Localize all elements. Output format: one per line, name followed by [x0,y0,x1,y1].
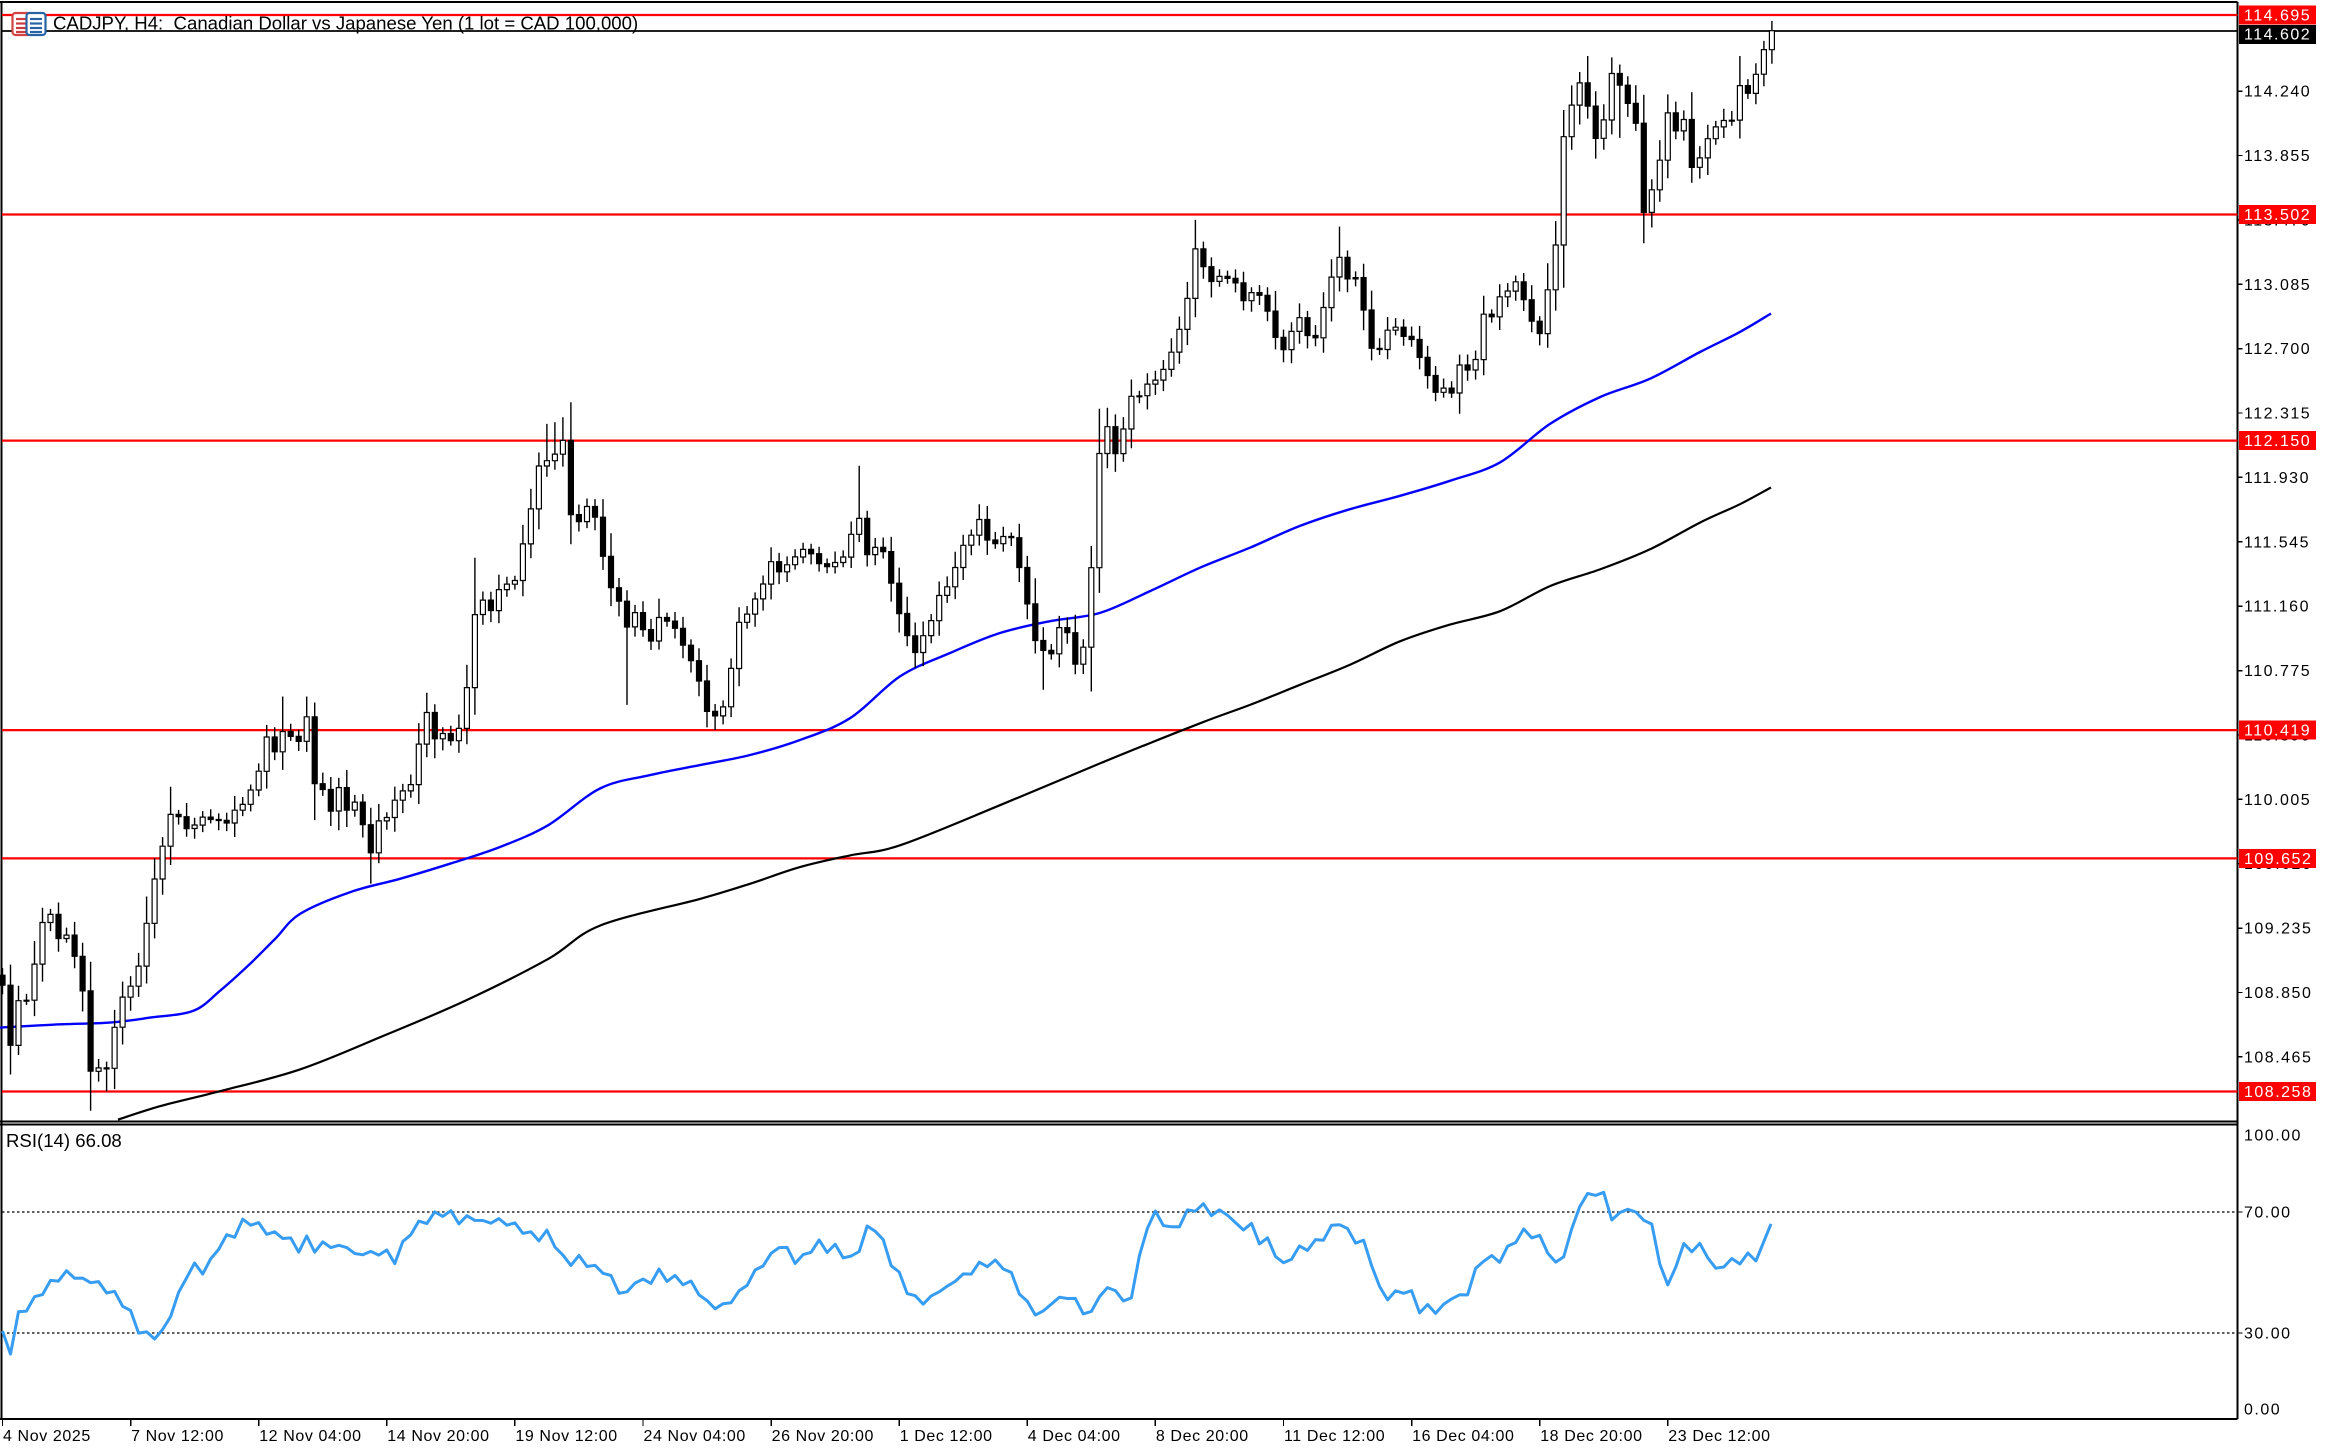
svg-text:108.258: 108.258 [2244,1084,2312,1101]
svg-text:24 Nov 04:00: 24 Nov 04:00 [644,1428,746,1445]
svg-text:112.700: 112.700 [2244,341,2311,358]
svg-text:70.00: 70.00 [2244,1205,2292,1222]
svg-text:11 Dec 12:00: 11 Dec 12:00 [1284,1428,1385,1445]
svg-text:114.602: 114.602 [2244,27,2311,44]
svg-text:4 Nov 2025: 4 Nov 2025 [3,1428,91,1445]
svg-text:12 Nov 04:00: 12 Nov 04:00 [259,1428,361,1445]
svg-text:114.695: 114.695 [2244,8,2311,25]
svg-text:110.005: 110.005 [2244,792,2311,809]
svg-text:14 Nov 20:00: 14 Nov 20:00 [387,1428,489,1445]
svg-text:8 Dec 20:00: 8 Dec 20:00 [1156,1428,1249,1445]
svg-text:108.850: 108.850 [2244,985,2312,1002]
svg-text:111.160: 111.160 [2244,599,2310,616]
svg-text:110.775: 110.775 [2244,663,2311,680]
svg-text:111.545: 111.545 [2244,534,2310,551]
svg-text:18 Dec 20:00: 18 Dec 20:00 [1540,1428,1642,1445]
svg-text:112.150: 112.150 [2244,433,2311,450]
svg-text:19 Nov 12:00: 19 Nov 12:00 [515,1428,617,1445]
svg-text:114.240: 114.240 [2244,84,2311,101]
svg-text:RSI(14) 66.08: RSI(14) 66.08 [6,1130,122,1151]
svg-text:113.502: 113.502 [2244,207,2311,224]
svg-text:110.419: 110.419 [2244,723,2311,740]
svg-text:112.315: 112.315 [2244,406,2311,423]
svg-text:7 Nov 12:00: 7 Nov 12:00 [131,1428,224,1445]
svg-text:1 Dec 12:00: 1 Dec 12:00 [900,1428,993,1445]
svg-text:108.465: 108.465 [2244,1049,2312,1066]
svg-text:111.930: 111.930 [2244,470,2310,487]
svg-text:113.855: 113.855 [2244,148,2311,165]
svg-text:16 Dec 04:00: 16 Dec 04:00 [1412,1428,1514,1445]
svg-text:100.00: 100.00 [2244,1128,2302,1145]
svg-text:CADJPY, H4: Canadian Dollar v: CADJPY, H4: Canadian Dollar vs Japanese … [53,13,638,34]
svg-text:26 Nov 20:00: 26 Nov 20:00 [772,1428,874,1445]
svg-text:23 Dec 12:00: 23 Dec 12:00 [1668,1428,1770,1445]
svg-text:30.00: 30.00 [2244,1326,2292,1343]
svg-text:113.085: 113.085 [2244,277,2311,294]
svg-text:0.00: 0.00 [2244,1402,2281,1419]
svg-text:109.235: 109.235 [2244,921,2312,938]
svg-text:4 Dec 04:00: 4 Dec 04:00 [1028,1428,1121,1445]
svg-text:109.652: 109.652 [2244,851,2312,868]
